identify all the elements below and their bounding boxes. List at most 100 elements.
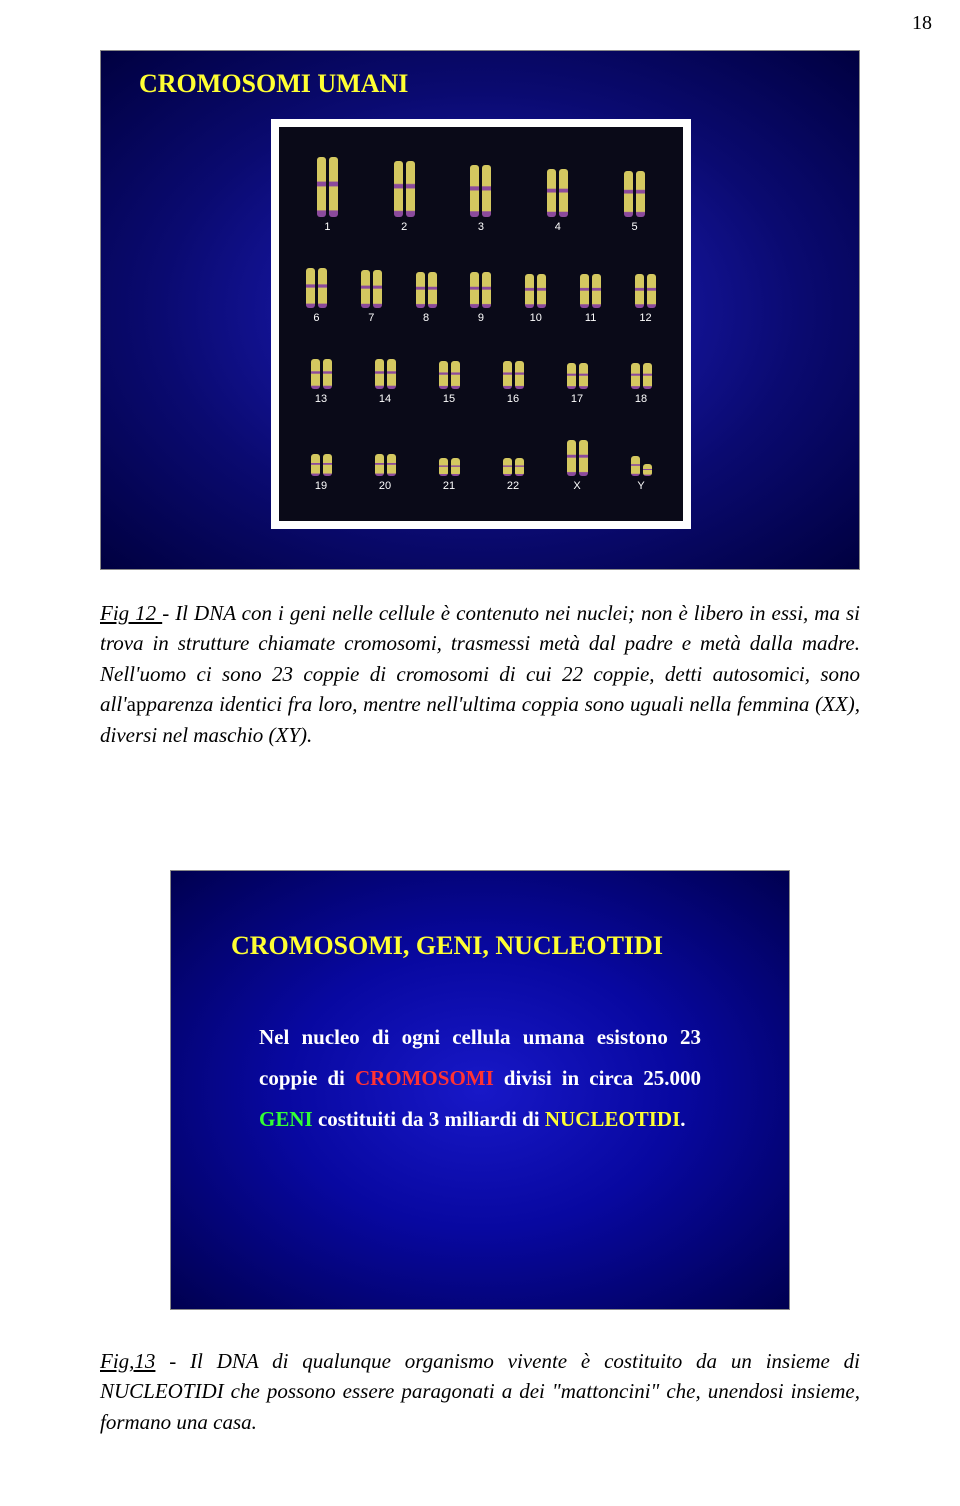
- fig12-ap: ap: [127, 692, 147, 716]
- chromosome-label: Y: [637, 480, 644, 492]
- chromosome-icon: [631, 363, 640, 389]
- chromosome-icon: [373, 270, 382, 308]
- chromosome-icon: [439, 458, 448, 476]
- chromosome-pair: 6: [306, 268, 327, 324]
- chromosome-pair: 15: [439, 361, 460, 405]
- chromosome-icon: [394, 161, 403, 217]
- chromosome-icon: [323, 454, 332, 476]
- slide2-text-2: divisi in circa 25.000: [494, 1066, 701, 1090]
- chromosome-pair-shapes: [631, 363, 652, 389]
- chromosome-pair: 21: [439, 458, 460, 492]
- chromosome-icon: [406, 161, 415, 217]
- chromosome-pair-shapes: [439, 361, 460, 389]
- chromosome-label: 19: [315, 480, 327, 492]
- slide-cromosomi-geni-nucleotidi: CROMOSOMI, GENI, NUCLEOTIDI Nel nucleo d…: [170, 870, 790, 1310]
- chromosome-pair-shapes: [439, 458, 460, 476]
- chromosome-label: 13: [315, 393, 327, 405]
- chromosome-icon: [482, 272, 491, 308]
- chromosome-icon: [647, 274, 656, 308]
- chromosome-label: 9: [478, 312, 484, 324]
- chromosome-pair-shapes: [311, 454, 332, 476]
- keyword-geni: GENI: [259, 1107, 313, 1131]
- chromosome-pair-shapes: [503, 458, 524, 476]
- slide2-body: Nel nucleo di ogni cellula umana esiston…: [231, 1017, 729, 1140]
- chromosome-icon: [451, 458, 460, 476]
- chromosome-pair: 2: [394, 161, 415, 233]
- karyotype-row: 19 20 21 22 X Y: [289, 440, 673, 492]
- chromosome-icon: [515, 458, 524, 476]
- chromosome-icon: [387, 359, 396, 389]
- chromosome-label: 17: [571, 393, 583, 405]
- karyotype-image: 12345678910111213141516171819202122XY: [279, 127, 683, 521]
- chromosome-pair: 4: [547, 169, 568, 233]
- chromosome-pair-shapes: [580, 274, 601, 308]
- chromosome-pair: 7: [361, 270, 382, 324]
- keyword-nucleotidi: NUCLEOTIDI: [545, 1107, 680, 1131]
- chromosome-icon: [451, 361, 460, 389]
- chromosome-pair-shapes: [394, 161, 415, 217]
- chromosome-icon: [323, 359, 332, 389]
- chromosome-icon: [470, 272, 479, 308]
- karyotype-row: 12 3 4 5: [289, 157, 673, 233]
- chromosome-pair: X: [567, 440, 588, 492]
- chromosome-label: 22: [507, 480, 519, 492]
- chromosome-pair-shapes: [375, 454, 396, 476]
- chromosome-icon: [306, 268, 315, 308]
- chromosome-pair: 12: [635, 274, 656, 324]
- chromosome-icon: [482, 165, 491, 217]
- chromosome-icon: [470, 165, 479, 217]
- chromosome-icon: [559, 169, 568, 217]
- chromosome-pair: 9: [470, 272, 491, 324]
- chromosome-label: 16: [507, 393, 519, 405]
- chromosome-label: 4: [555, 221, 561, 233]
- slide2-title: CROMOSOMI, GENI, NUCLEOTIDI: [231, 931, 729, 961]
- chromosome-icon: [579, 440, 588, 476]
- chromosome-label: 7: [368, 312, 374, 324]
- chromosome-label: 5: [632, 221, 638, 233]
- chromosome-icon: [643, 464, 652, 476]
- chromosome-label: 3: [478, 221, 484, 233]
- chromosome-icon: [375, 359, 384, 389]
- chromosome-pair-shapes: [525, 274, 546, 308]
- chromosome-label: 20: [379, 480, 391, 492]
- karyotype-frame: 12345678910111213141516171819202122XY: [271, 119, 691, 529]
- fig13-text: - Il DNA di qualunque organismo vivente …: [100, 1349, 860, 1434]
- chromosome-label: 8: [423, 312, 429, 324]
- chromosome-label: 21: [443, 480, 455, 492]
- slide1-title: CROMOSOMI UMANI: [101, 51, 859, 99]
- fig12-lead: Fig 12: [100, 601, 162, 625]
- chromosome-pair-shapes: [375, 359, 396, 389]
- chromosome-pair-shapes: [470, 165, 491, 217]
- slide-cromosomi-umani: CROMOSOMI UMANI 123456789101112131415161…: [100, 50, 860, 570]
- chromosome-icon: [635, 274, 644, 308]
- chromosome-icon: [416, 272, 425, 308]
- chromosome-pair: 14: [375, 359, 396, 405]
- chromosome-icon: [375, 454, 384, 476]
- chromosome-pair-shapes: [306, 268, 327, 308]
- chromosome-pair-shapes: [567, 363, 588, 389]
- chromosome-pair: 13: [311, 359, 332, 405]
- chromosome-pair: Y: [631, 456, 652, 492]
- chromosome-pair-shapes: [317, 157, 338, 217]
- chromosome-pair: 22: [503, 458, 524, 492]
- chromosome-icon: [317, 157, 326, 217]
- chromosome-icon: [503, 361, 512, 389]
- chromosome-icon: [515, 361, 524, 389]
- chromosome-pair-shapes: [470, 272, 491, 308]
- chromosome-pair: 16: [503, 361, 524, 405]
- chromosome-pair: 1: [317, 157, 338, 233]
- chromosome-icon: [311, 454, 320, 476]
- chromosome-pair-shapes: [361, 270, 382, 308]
- chromosome-icon: [361, 270, 370, 308]
- chromosome-icon: [624, 171, 633, 217]
- chromosome-icon: [547, 169, 556, 217]
- chromosome-icon: [579, 363, 588, 389]
- chromosome-icon: [643, 363, 652, 389]
- chromosome-icon: [567, 440, 576, 476]
- slide2-text-4: .: [680, 1107, 685, 1131]
- chromosome-icon: [428, 272, 437, 308]
- karyotype-row: 6789101112: [289, 268, 673, 324]
- keyword-cromosomi: CROMOSOMI: [355, 1066, 494, 1090]
- chromosome-pair-shapes: [635, 274, 656, 308]
- chromosome-label: 14: [379, 393, 391, 405]
